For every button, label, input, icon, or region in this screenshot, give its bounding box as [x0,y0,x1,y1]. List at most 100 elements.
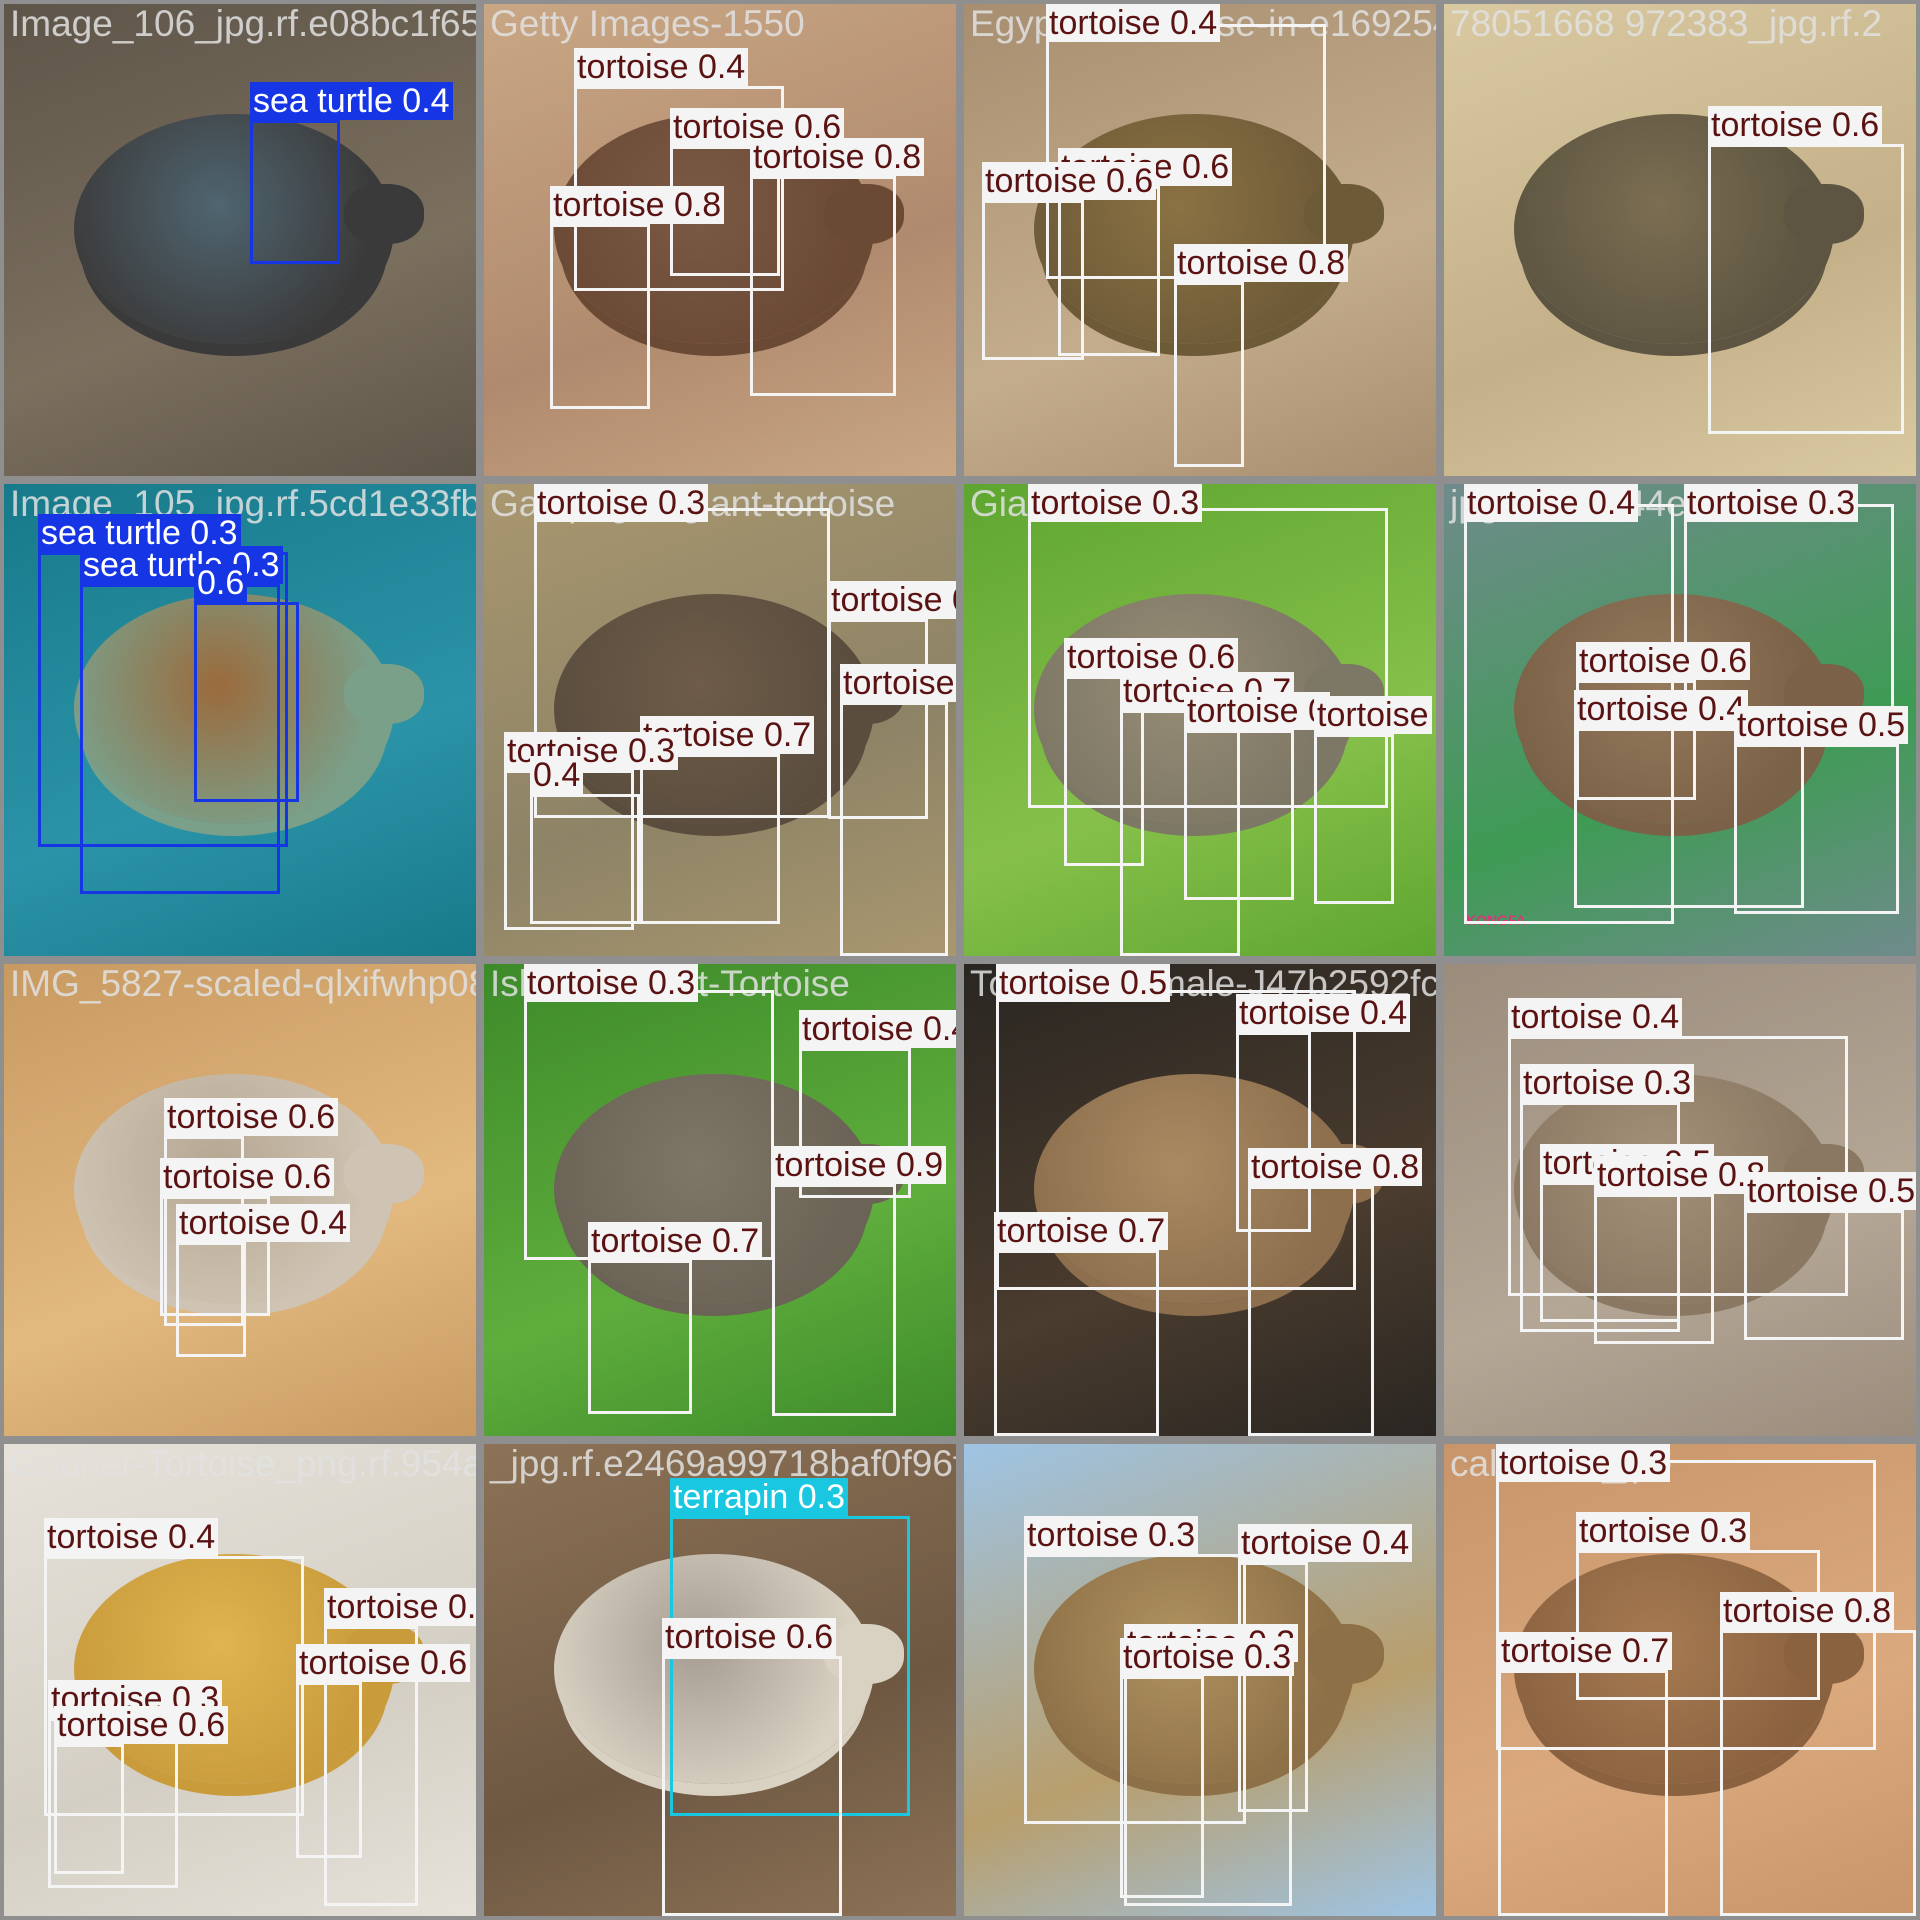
mosaic-tile: Egyptian-Tortoise-in-e169254378051668tor… [964,4,1436,476]
tortoise-shell-shape [554,594,874,824]
detection-label: tortoise 0.9 [772,1146,947,1184]
detection-box [160,1196,270,1316]
watermark-stamp: KONGFA [1466,912,1526,928]
detection-box [799,1048,911,1198]
detection-label: tortoise 0.6 [324,1588,476,1626]
detection-label: tortoise 0.3 [1520,1064,1695,1102]
detection-label: tortoise 0.5 [996,964,1171,1002]
detection-label: tortoise 0.6 [160,1158,335,1196]
mosaic-tile: _jpg.rf.e2469a99718baf0f96f8ee0a5cbfterr… [484,1444,956,1916]
detection-box [996,990,1356,1290]
mosaic-tile: Image_106_jpg.rf.e08bc1f6543e0d3781c1535… [4,4,476,476]
tortoise-shell-shape [554,1074,874,1304]
detection-box [670,1516,910,1816]
detection-box [1744,1210,1904,1340]
mosaic-tile: 78051668 972383_jpg.rf.2 tortoise 0.6 [1444,4,1916,476]
detection-label: tortoise 0.3 [1496,1444,1671,1482]
detection-label: tortoise 0.6 [54,1706,229,1744]
detection-box [772,1184,896,1416]
mosaic-tile: Image_105_jpg.rf.5cd1e33fbc1 sea turtle 0… [4,484,476,956]
detection-label: tortoise 0.3 [534,484,709,522]
detection-box [1174,282,1244,467]
tortoise-shell-shape [74,594,394,824]
detection-label: sea turtle 0.3 [80,546,283,584]
detection-label: tortoise 0.7 [1120,672,1295,710]
tile-filename-caption: Getty Images-1550 [490,4,805,44]
detection-box [1120,710,1240,956]
detection-box [828,619,928,819]
detection-label: tortoise 0.3 [1120,1638,1295,1676]
detection-box [1024,1554,1246,1824]
tortoise-shell-shape [1514,114,1834,344]
tortoise-head-shape [344,184,424,244]
tile-filename-caption: 78051668 972383_jpg.rf.2 [1450,4,1883,44]
detection-box [1120,1676,1204,1898]
detection-box [994,1250,1159,1436]
detection-box [1314,734,1394,904]
tortoise-head-shape [1304,1624,1384,1684]
detection-box [662,1656,842,1916]
detection-box [194,602,299,802]
mosaic-tile: Islands-Giant-Tortoisetortoise 0.3tortoi… [484,964,956,1436]
detection-box [1064,676,1144,866]
detection-label: tortoise 0.8 [1248,1148,1423,1186]
detection-label: tortoise 0.8 [550,186,725,224]
tortoise-head-shape [1304,184,1384,244]
detection-label: tortoise 0.4 [1236,994,1411,1032]
detection-box [750,176,896,396]
detection-label: tortoise 0.3 [1028,484,1203,522]
detection-label: tortoise 0.3 [524,964,699,1002]
mosaic-tile: jpg.rf.b64e44e5d7b9KONGFAtortoise 0.4tor… [1444,484,1916,956]
detection-label: tortoise 0.7 [588,1222,763,1260]
detection-label: terrapin 0.3 [670,1478,848,1516]
tile-filename-caption: Gopher-Tortoise_png.rf.954a [10,1444,476,1484]
tile-filename-caption: Image_106_jpg.rf.e08bc1f6543e0d3781c1535… [10,4,476,44]
detection-box [1238,1562,1308,1812]
detection-box [44,1556,304,1816]
detection-box [530,794,640,924]
detection-label: tortoise 0.6 [982,162,1157,200]
detection-label: tortoise 0.6 [296,1644,471,1682]
detection-label: 0.4 [530,756,584,794]
detection-box [1576,680,1696,800]
detection-label: tortoise 0.6 [1064,638,1239,676]
detection-box [1236,1032,1311,1232]
detection-label: tortoise 0.8 [1174,244,1349,282]
tortoise-head-shape [824,1624,904,1684]
detection-label: tortoise 0.7 [994,1212,1169,1250]
detection-box [80,584,280,894]
detection-label: tortoise 0.8 [1594,1156,1769,1194]
detection-box [588,1260,692,1414]
detection-label: tortoise 0.9 [840,664,956,702]
detection-label: tortoise 0.3 [1576,1512,1751,1550]
tortoise-head-shape [344,1144,424,1204]
detection-label: tortoise 0.5 [1744,1172,1916,1210]
detection-box [982,200,1084,360]
detection-box [1594,1194,1714,1344]
mosaic-tile: Getty Images-1550 tortoise 0.4 tortoise 0.… [484,4,956,476]
detection-box [524,990,774,1260]
tortoise-shell-shape [554,1554,874,1784]
detection-label: tortoise 0.4 [1046,4,1221,42]
detection-label: sea turtle 0.3 [38,514,241,552]
detection-box [1498,1670,1668,1916]
detection-label: tortoise 0.4 [44,1518,219,1556]
detection-box [324,1626,418,1906]
detection-label: tortoise 0.4 [1574,690,1749,728]
tortoise-head-shape [344,664,424,724]
detection-label: tortoise 0.6 [1708,106,1883,144]
detection-label: tortoise 0.6 [1576,642,1751,680]
detection-box [1734,744,1899,914]
detection-label: tortoise 0.5 [1734,706,1909,744]
detection-label: tortoise 0 [1184,692,1330,730]
detection-box [1708,144,1904,434]
detection-label: tortoise 0.6 [662,1618,837,1656]
detection-box [550,224,650,409]
detection-box [640,754,780,924]
tortoise-shell-shape [74,114,394,344]
detection-label: tortoise 0.4 [1508,998,1683,1036]
tortoise-head-shape [1784,184,1864,244]
